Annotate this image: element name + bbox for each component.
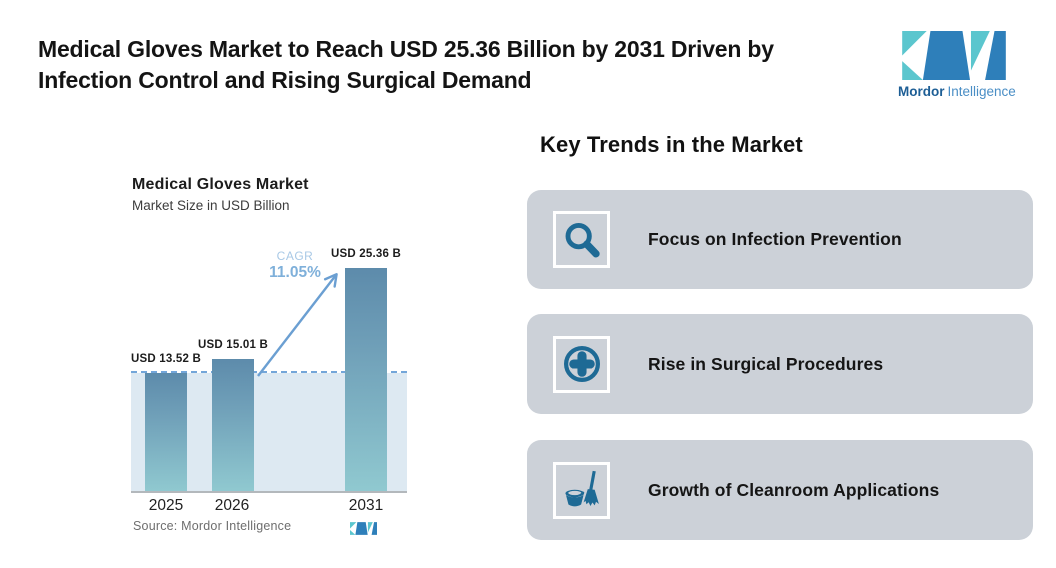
bar-value-label-2026: USD 15.01 B: [198, 339, 268, 351]
mordor-mark-small-icon: [350, 522, 377, 535]
bucket-broom-icon: [564, 470, 599, 507]
trend-card-surgical-procedures: Rise in Surgical Procedures: [527, 314, 1033, 414]
key-trends-heading: Key Trends in the Market: [540, 132, 803, 157]
icon-tile: [553, 461, 610, 519]
source-note: Source: Mordor Intelligence: [133, 519, 292, 533]
x-axis-line: [131, 491, 407, 493]
cagr-annotation: CAGR 11.05%: [256, 249, 334, 282]
page-title: Medical Gloves Market to Reach USD 25.36…: [38, 34, 868, 96]
bar-chart: USD 13.52 B USD 15.01 B USD 25.36 B CAGR…: [131, 238, 407, 493]
bar-2026: [212, 359, 254, 492]
bar-2025: [145, 373, 187, 492]
bar-2031: [345, 268, 387, 492]
trend-card-cleanroom-applications: Growth of Cleanroom Applications: [527, 440, 1033, 540]
cagr-label: CAGR: [276, 249, 314, 263]
x-axis-label-2025: 2025: [148, 497, 184, 514]
trend-card-infection-prevention: Focus on Infection Prevention: [527, 190, 1033, 289]
chart-subtitle: Market Size in USD Billion: [132, 198, 290, 213]
medical-cross-icon: [563, 345, 600, 383]
icon-tile: [553, 211, 610, 268]
brand-logo: Mordor Intelligence: [898, 31, 1016, 99]
mordor-logo-mark-icon: [902, 31, 1006, 80]
icon-tile: [553, 335, 610, 393]
reference-dashed-line: [131, 371, 407, 373]
magnifier-icon: [565, 222, 600, 257]
trend-label: Growth of Cleanroom Applications: [648, 479, 940, 500]
chart-title: Medical Gloves Market: [132, 176, 309, 193]
brand-word-intelligence: Intelligence: [947, 84, 1016, 99]
trend-label: Rise in Surgical Procedures: [648, 353, 884, 374]
bar-value-label-2025: USD 13.52 B: [131, 353, 201, 365]
brand-wordmark: Mordor Intelligence: [898, 84, 1016, 99]
page-title-line-2: Infection Control and Rising Surgical De…: [38, 67, 532, 93]
trend-label: Focus on Infection Prevention: [648, 229, 902, 249]
cagr-value: 11.05%: [269, 264, 321, 281]
bar-value-label-2031: USD 25.36 B: [331, 248, 401, 260]
growth-arrow-icon: [257, 273, 338, 377]
brand-word-mordor: Mordor: [898, 84, 945, 99]
x-axis-label-2031: 2031: [348, 497, 384, 514]
x-axis-label-2026: 2026: [214, 497, 250, 514]
page-title-line-1: Medical Gloves Market to Reach USD 25.36…: [38, 36, 774, 62]
